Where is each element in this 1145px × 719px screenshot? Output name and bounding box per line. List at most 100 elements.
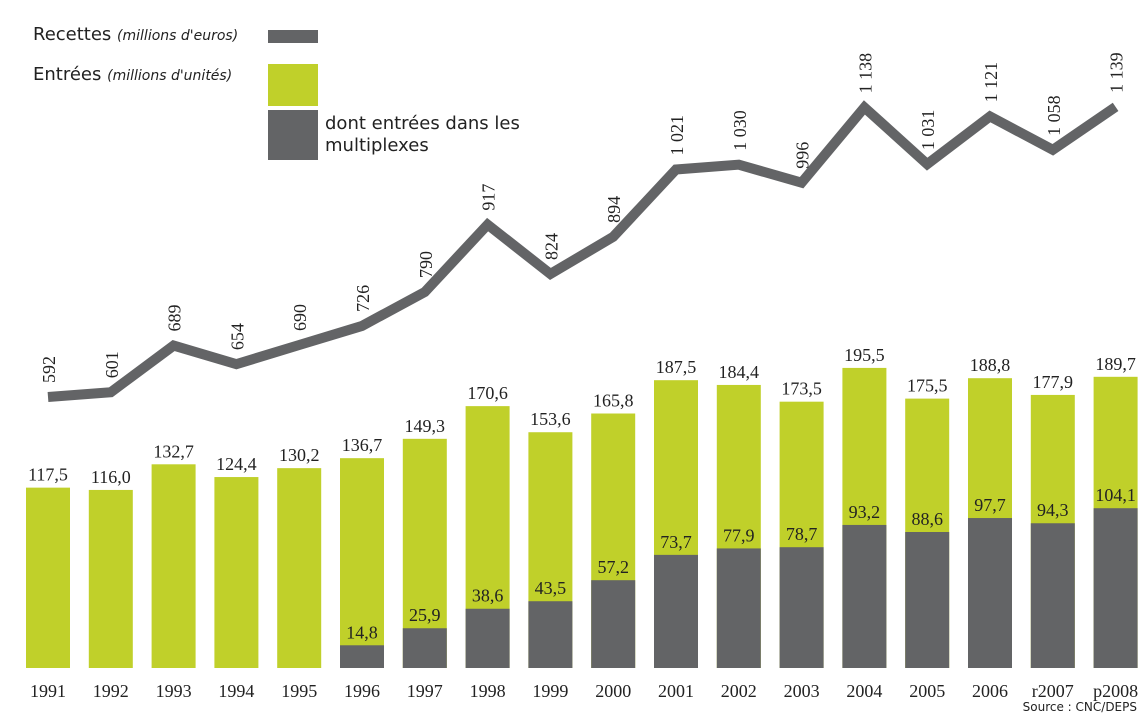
x-tick-label: 2004 [846,681,882,701]
data-label: 78,7 [786,524,818,544]
bar [402,628,447,668]
data-label: 94,3 [1037,500,1069,520]
data-label: 14,8 [346,622,378,642]
data-label: 894 [604,196,624,223]
data-label: 592 [39,356,59,383]
data-label: 136,7 [342,435,383,455]
data-label: 173,5 [781,379,822,399]
x-tick-label: 2000 [595,681,631,701]
data-label: 790 [416,251,436,278]
bar [528,601,573,668]
data-label: 104,1 [1095,485,1136,505]
data-label: 1 138 [855,53,875,94]
x-tick-label: 2001 [658,681,694,701]
data-label: 601 [102,351,122,378]
bar [26,487,70,668]
data-label: 1 139 [1107,52,1127,93]
bar [214,477,259,668]
bar [1030,523,1075,668]
bar [340,458,384,668]
x-tick-label: 1996 [344,681,380,701]
data-label: 690 [290,304,310,331]
bar [654,554,698,668]
x-tick-label: 1999 [532,681,568,701]
data-label: 1 121 [981,62,1001,103]
x-tick-label: r2007 [1032,681,1074,701]
data-label: 824 [541,233,561,260]
bar [1093,508,1138,668]
data-label: 149,3 [405,416,446,436]
data-label: 689 [165,305,185,332]
legend-label: dont entrées dans les multiplexes [325,113,520,156]
data-label: 93,2 [849,502,881,522]
data-label: 25,9 [409,605,441,625]
data-label: 43,5 [535,578,567,598]
data-label: 184,4 [719,362,760,382]
data-label: 57,2 [597,557,629,577]
data-label: 175,5 [907,376,948,396]
data-label: 130,2 [279,445,320,465]
x-tick-label: 1991 [30,681,66,701]
x-tick-label: 1993 [156,681,192,701]
bar [905,531,950,668]
data-label: 124,4 [216,454,257,474]
x-tick-label: 2003 [784,681,820,701]
x-tick-label: 1997 [407,681,443,701]
legend-entry: Entrées (millions d'unités) [33,64,232,85]
x-tick-label: 2005 [909,681,945,701]
data-label: 1 021 [667,115,687,156]
x-tick-label: 1994 [218,681,254,701]
x-tick-label: 2006 [972,681,1008,701]
legend-label: Recettes [33,24,112,45]
data-label: 117,5 [28,465,68,485]
data-label: 726 [353,285,373,312]
data-label: 77,9 [723,525,755,545]
bar [968,518,1012,668]
legend-unit: (millions d'unités) [107,68,233,84]
bar [88,489,133,668]
data-label: 188,8 [970,355,1011,375]
data-label: 38,6 [472,586,504,606]
data-label: 170,6 [467,383,508,403]
legend-unit: (millions d'euros) [117,28,239,44]
data-label: 88,6 [911,509,943,529]
x-tick-label: 1992 [93,681,129,701]
bar [591,580,636,668]
bar [151,464,196,668]
legend-entry: Recettes (millions d'euros) [33,24,238,45]
data-label: 917 [479,184,499,211]
bar [779,547,824,668]
data-label: 73,7 [660,532,692,552]
data-label: 1 030 [730,110,750,151]
x-tick-label: 2002 [721,681,757,701]
line [47,100,1119,402]
data-label: 177,9 [1033,372,1074,392]
data-label: 1 031 [918,110,938,151]
bar [465,608,510,668]
x-tick-label: p2008 [1093,681,1138,701]
data-label: 187,5 [656,357,697,377]
data-label: 165,8 [593,390,634,410]
x-tick-label: 1998 [470,681,506,701]
legend-swatch [268,30,318,43]
legend-swatch [268,110,318,160]
legend-swatch [268,64,318,106]
data-label: 195,5 [844,345,885,365]
data-label: 153,6 [530,409,571,429]
data-label: 132,7 [153,441,194,461]
data-label: 97,7 [974,495,1006,515]
source: Source : CNC/DEPS [1022,700,1137,714]
bar [842,524,887,668]
data-label: 654 [227,323,247,350]
bar [716,548,761,668]
data-label: 996 [793,142,813,169]
bar [277,468,322,668]
data-label: 116,0 [91,467,131,487]
data-label: 1 058 [1044,95,1064,136]
legend-label: Entrées [33,64,102,85]
bar [340,645,384,668]
x-tick-label: 1995 [281,681,317,701]
data-label: 189,7 [1095,354,1136,374]
